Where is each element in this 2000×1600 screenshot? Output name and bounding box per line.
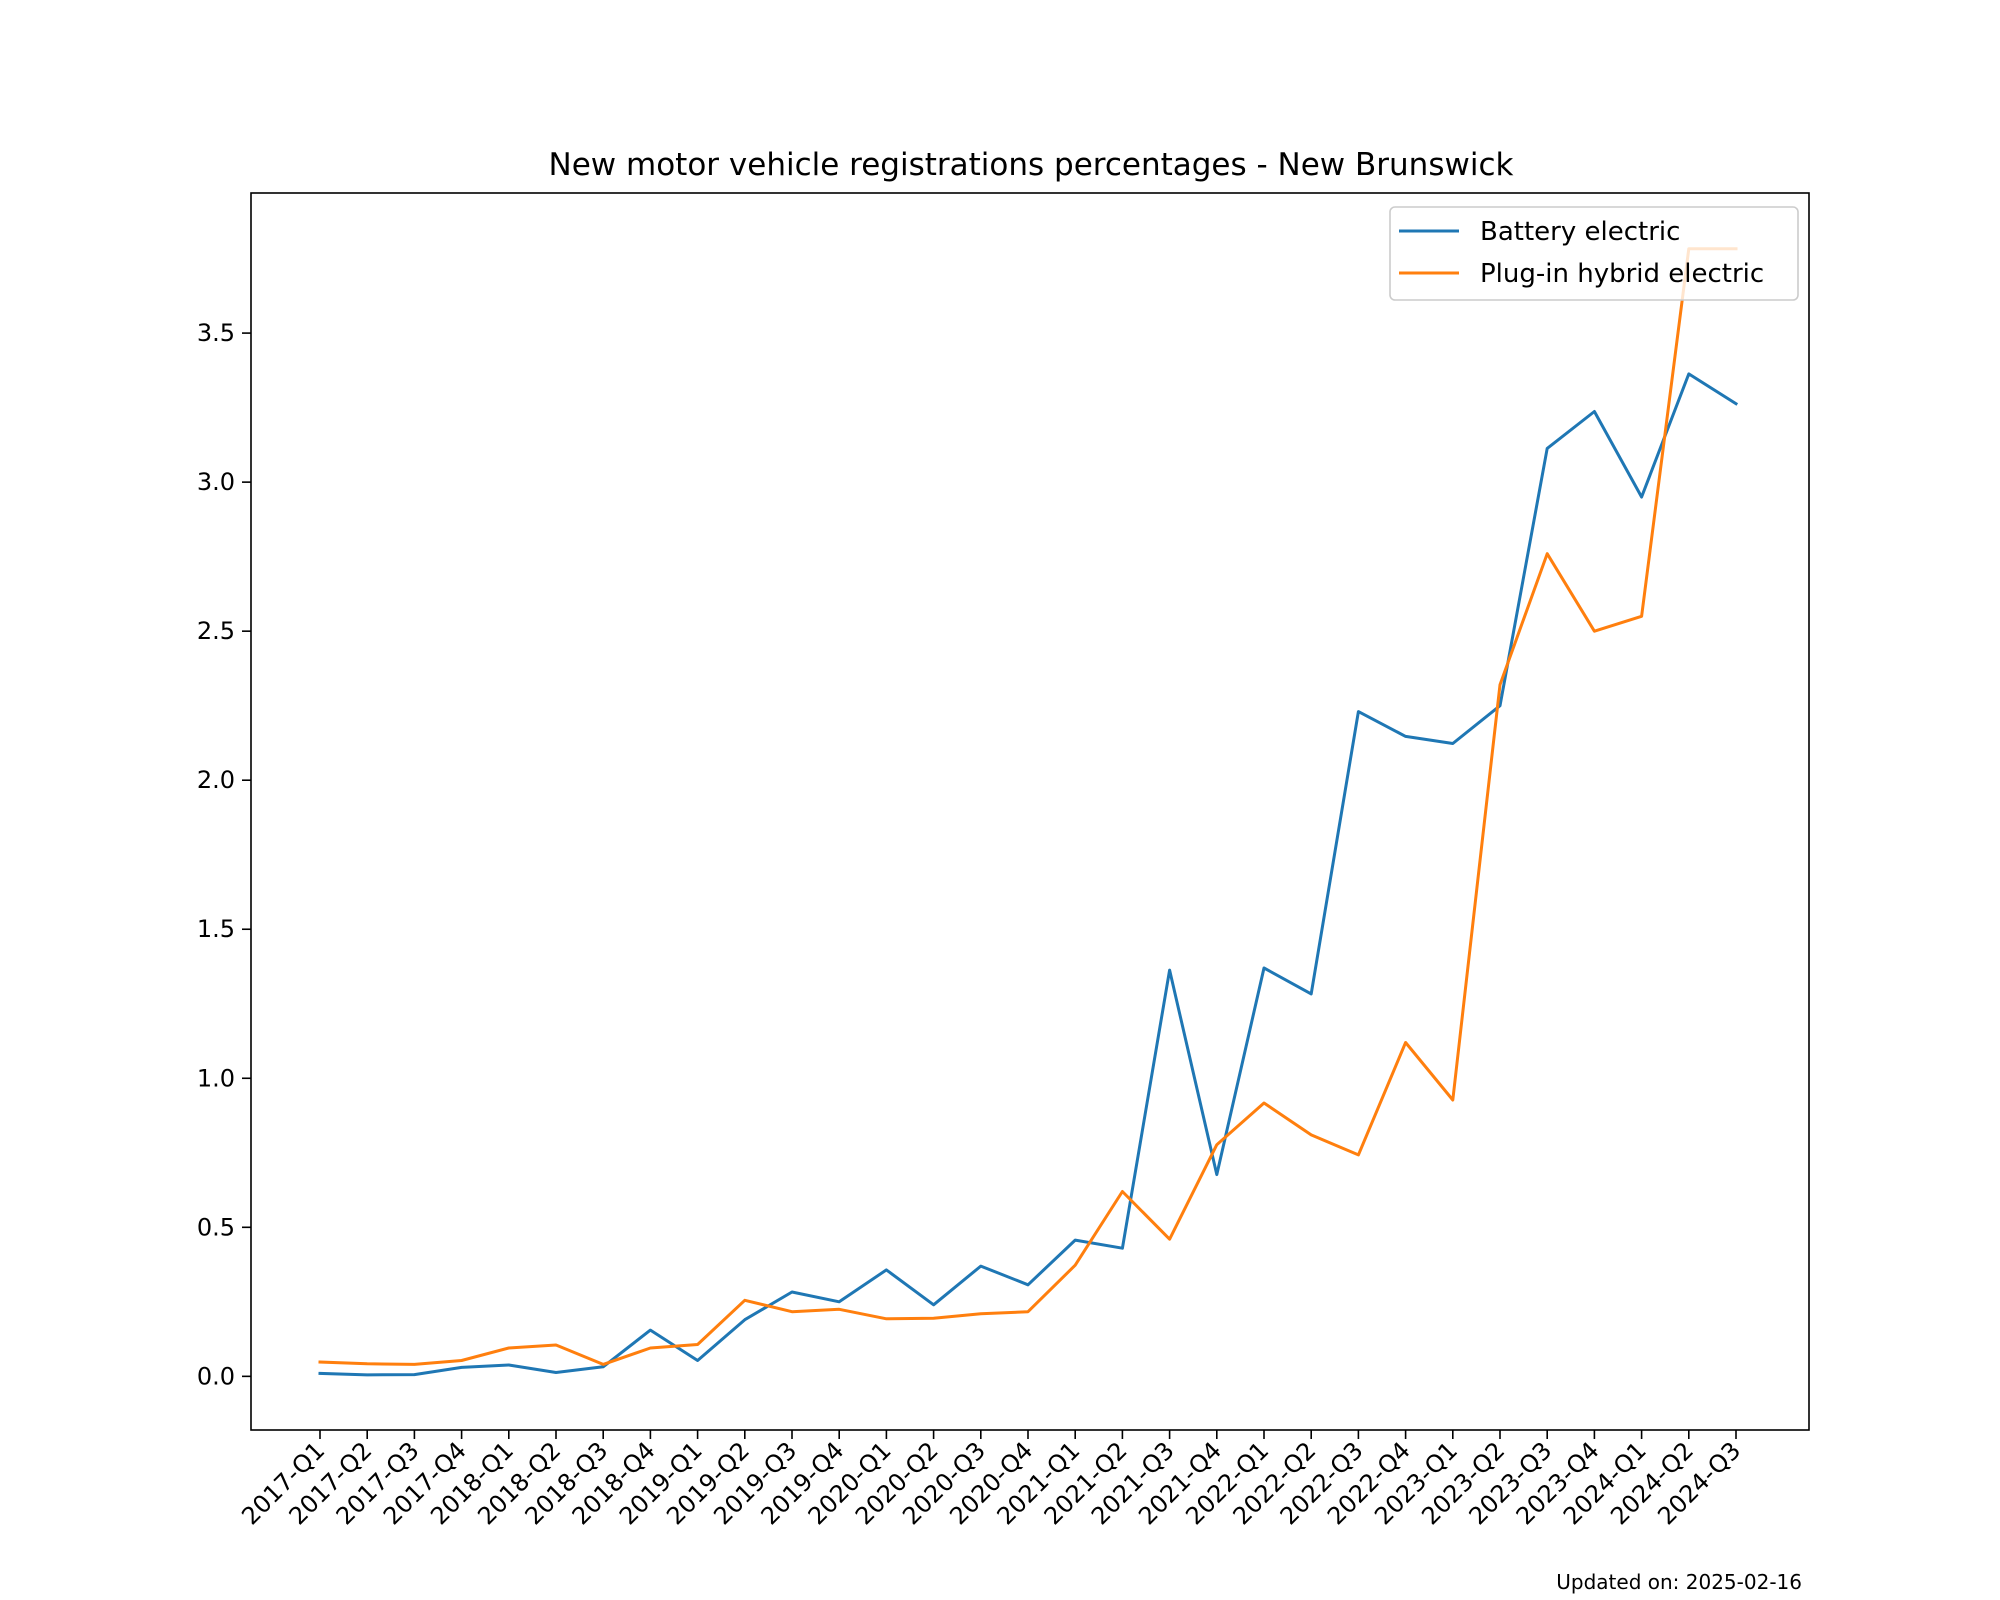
- legend-box: [1389, 206, 1799, 301]
- y-tick-label: 2.0: [197, 766, 235, 794]
- plot-frame: [250, 192, 1810, 1431]
- plot-series: [318, 247, 1739, 1377]
- y-tick-label: 0.5: [197, 1213, 235, 1241]
- chart-title: New motor vehicle registrations percenta…: [549, 147, 1514, 183]
- y-tick-label: 1.5: [197, 915, 235, 943]
- legend-label: Battery electric: [1480, 217, 1680, 247]
- y-axis: 0.0 0.5 1.0 1.5 2.0 2.5 3.0 3.5: [197, 319, 251, 1390]
- y-tick-label: 3.5: [197, 319, 235, 347]
- updated-footnote: Updated on: 2025-02-16: [1556, 1570, 1802, 1594]
- y-tick-label: 2.5: [197, 617, 235, 645]
- series-line-0: [318, 372, 1739, 1377]
- y-tick-label: 1.0: [197, 1064, 235, 1092]
- y-tick-label: 3.0: [197, 468, 235, 496]
- legend: Battery electric Plug-in hybrid electric: [1389, 206, 1799, 301]
- y-tick-label: 0.0: [197, 1362, 235, 1390]
- series-line-1: [318, 247, 1738, 1366]
- legend-label: Plug-in hybrid electric: [1480, 259, 1764, 289]
